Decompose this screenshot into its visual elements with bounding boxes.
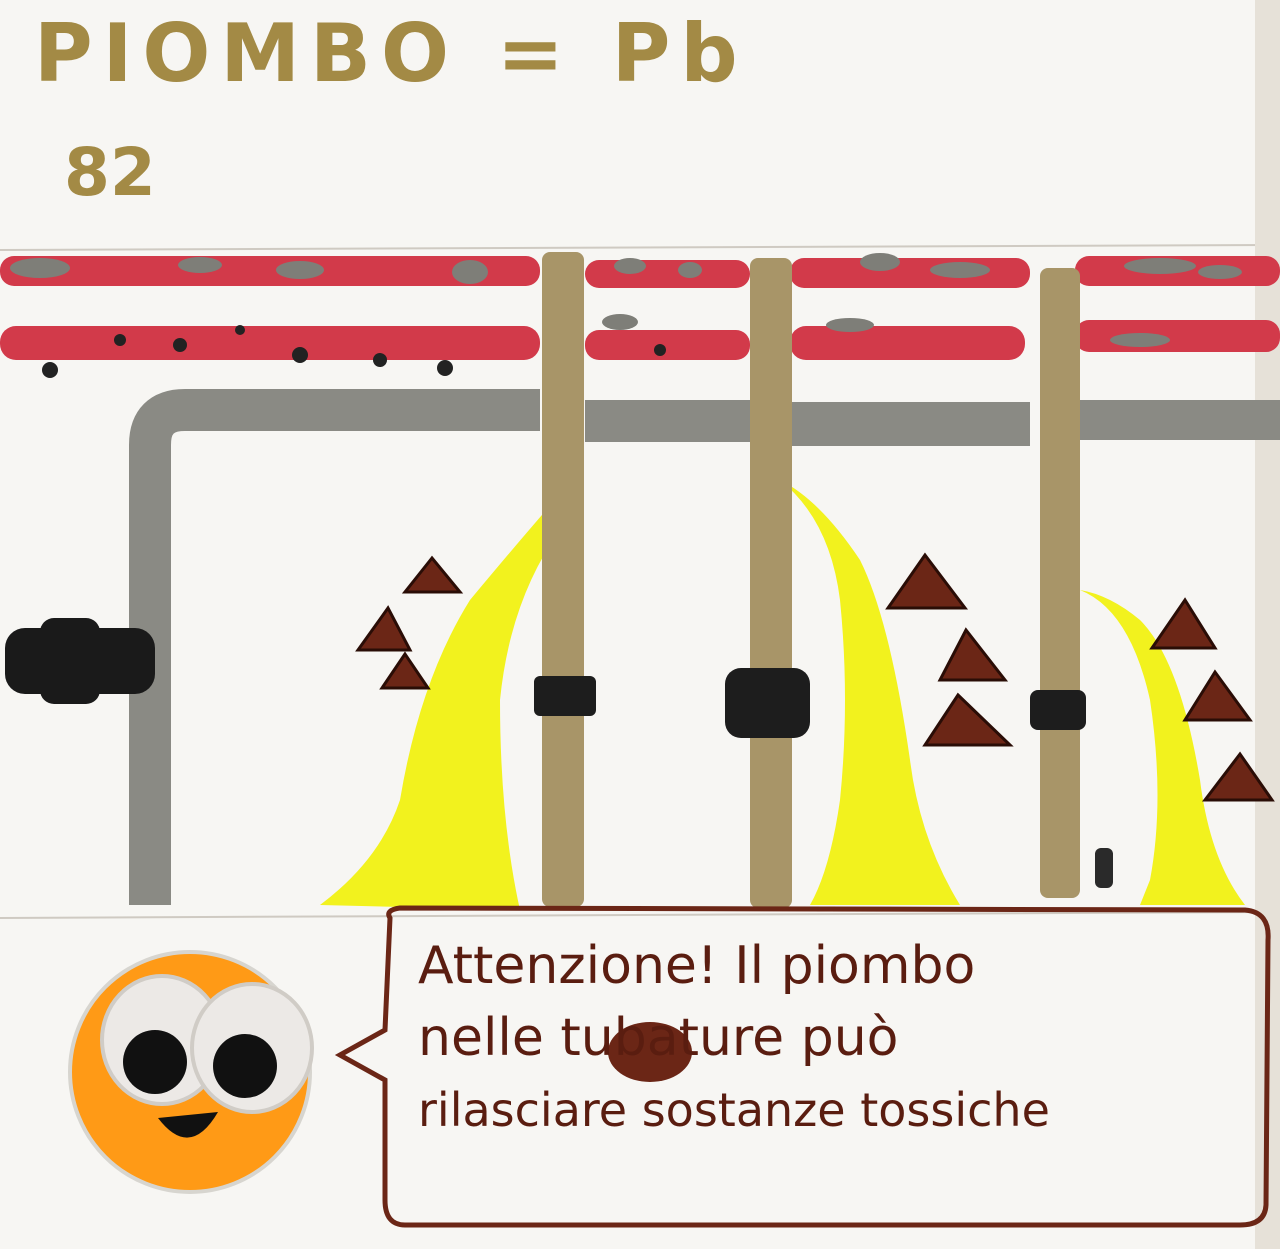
leak-icon xyxy=(320,480,1245,910)
gray-pipe-icon xyxy=(5,389,1280,905)
element-title: PIOMBO = Pb xyxy=(34,7,748,100)
speech-bubble xyxy=(334,905,1271,1228)
speech-line: rilasciare sostanze tossiche xyxy=(418,1083,1050,1137)
black-spots xyxy=(42,325,666,378)
smiley-face-icon xyxy=(68,950,314,1194)
corrosion-spots xyxy=(10,253,1242,347)
atomic-number: 82 xyxy=(64,134,156,211)
speech-text: Attenzione! Il piombo nelle tubature può… xyxy=(418,930,1258,1146)
speech-line: Attenzione! Il piombo xyxy=(418,936,976,996)
speech-line: nelle tubature può xyxy=(418,1008,899,1068)
pencil-line xyxy=(0,244,1280,251)
lead-pipe-icon xyxy=(534,252,1113,908)
pencil-line xyxy=(0,911,1280,919)
warning-triangle-icon xyxy=(355,552,1275,802)
scribble-mark xyxy=(608,1022,692,1082)
